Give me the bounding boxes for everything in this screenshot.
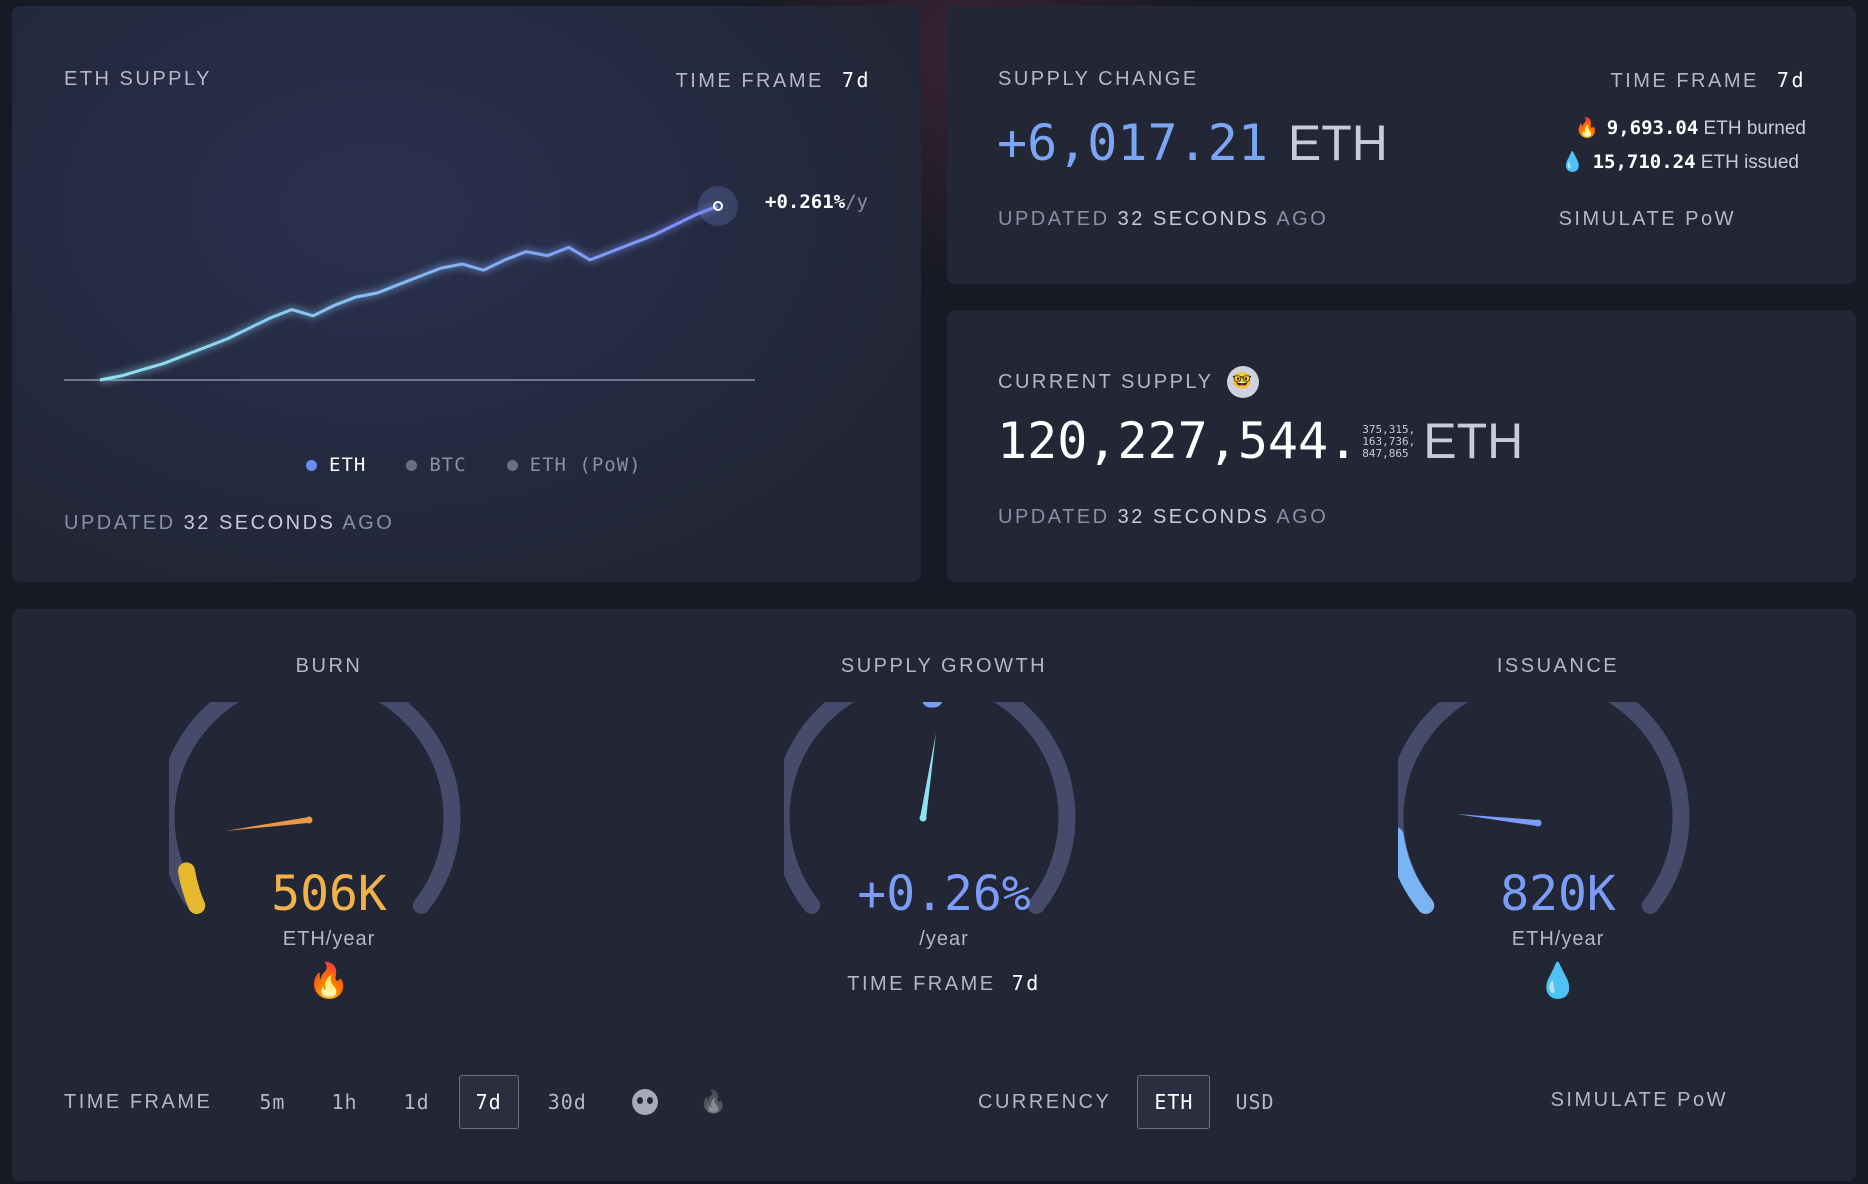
- gauge-fill: [178, 862, 206, 914]
- fire-icon: 🔥: [1575, 118, 1599, 139]
- supply-change-value: +6,017.21 ETH: [997, 114, 1388, 172]
- updated-timestamp: UPDATED 32 SECONDS AGO: [64, 512, 395, 534]
- gauge-fill: [1398, 827, 1435, 914]
- burned-row: 🔥 9,693.04 ETH burned: [1575, 117, 1806, 139]
- time-frame-7d[interactable]: 7d: [458, 1075, 519, 1129]
- legend-dot: [506, 459, 518, 471]
- currency-usd[interactable]: USD: [1235, 1090, 1275, 1114]
- legend-item-eth-pow[interactable]: ETH (PoW): [506, 454, 642, 476]
- simulate-pow-label: SIMULATE PoW: [1550, 1089, 1728, 1111]
- supply-growth-gauge: SUPPLY GROWTH +0.26% /year TIME FRAME 7d: [784, 655, 1104, 996]
- current-supply-panel: CURRENT SUPPLY 🤓 120,227,544. 375,315, 1…: [947, 310, 1856, 582]
- line-end-halo: [698, 186, 738, 226]
- gauge-unit: ETH/year: [282, 928, 376, 950]
- currency-selector: CURRENCY ETH USD: [978, 1075, 1292, 1129]
- panel-title: ETH SUPPLY: [64, 68, 212, 90]
- updated-timestamp: UPDATED 32 SECONDS AGO: [998, 506, 1329, 528]
- fire-icon: 🔥: [307, 962, 351, 1000]
- time-frame-selector: TIME FRAME 5m 1h 1d 7d 30d 🔥: [64, 1075, 727, 1129]
- issuance-gauge: ISSUANCE 820K ETH/year 💧: [1398, 655, 1718, 1001]
- gauge-unit: ETH/year: [1511, 928, 1605, 950]
- updated-timestamp: UPDATED 32 SECONDS AGO: [998, 208, 1329, 230]
- supply-decimals: 375,315, 163,736, 847,865: [1362, 423, 1416, 460]
- eth-series-line: [99, 204, 719, 382]
- gauge-value: 820K: [1500, 866, 1616, 922]
- simulate-pow-label: SIMULATE PoW: [1558, 208, 1736, 230]
- line-end-marker: [713, 201, 723, 211]
- nerd-face-icon: 🤓: [1227, 366, 1260, 398]
- gauge-needle: [920, 733, 936, 819]
- gauges-panel: BURN 506K ETH/year 🔥 SUPPLY GROWTH +0.26…: [12, 609, 1856, 1181]
- current-supply-value: 120,227,544. 375,315, 163,736, 847,865 E…: [997, 412, 1524, 470]
- time-frame-5m[interactable]: 5m: [259, 1090, 286, 1114]
- gauge-unit: /year: [919, 928, 969, 950]
- gauge-needle: [225, 817, 309, 831]
- gauge-value: +0.26%: [857, 866, 1031, 922]
- legend-dot: [306, 459, 317, 471]
- burn-gauge: BURN 506K ETH/year 🔥: [169, 655, 489, 1001]
- gauge-track: [784, 702, 1076, 914]
- gauge-needle: [1456, 814, 1538, 826]
- gauge-track: [169, 702, 461, 914]
- legend-item-eth[interactable]: ETH: [306, 454, 366, 476]
- growth-rate-label: +0.261%/y: [765, 191, 868, 213]
- chart-legend: ETH BTC ETH (PoW): [306, 454, 642, 476]
- droplet-icon: 💧: [1536, 962, 1580, 1000]
- time-frame-indicator: TIME FRAME 7d: [847, 971, 1041, 995]
- gauge-needle-hub: [1534, 819, 1542, 827]
- gauge-needle-hub: [305, 816, 313, 824]
- gauge-title: SUPPLY GROWTH: [840, 655, 1048, 677]
- time-frame-30d[interactable]: 30d: [547, 1090, 587, 1114]
- gauge-needle-hub: [919, 814, 927, 822]
- droplet-icon: 💧: [1560, 152, 1585, 173]
- time-frame-indicator: TIME FRAME 7d: [1610, 68, 1806, 92]
- time-frame-1d[interactable]: 1d: [403, 1090, 430, 1114]
- currency-eth[interactable]: ETH: [1137, 1075, 1211, 1129]
- gauge-title: BURN: [295, 655, 363, 677]
- eth-supply-panel: ETH SUPPLY TIME FRAME 7d +0.261%/y ETH: [12, 6, 921, 582]
- supply-line-chart: [64, 186, 755, 382]
- panel-title: SUPPLY CHANGE: [998, 68, 1199, 90]
- burn-gauge-dial: [169, 702, 461, 914]
- issued-row: 💧 15,710.24 ETH issued: [1560, 151, 1799, 173]
- gauge-title: ISSUANCE: [1496, 655, 1620, 677]
- supply-change-panel: SUPPLY CHANGE TIME FRAME 7d +6,017.21 ET…: [947, 6, 1856, 284]
- flame-merge-icon[interactable]: 🔥: [699, 1089, 728, 1114]
- time-frame-indicator: TIME FRAME 7d: [675, 68, 871, 92]
- panel-title-row: CURRENT SUPPLY 🤓: [998, 366, 1260, 398]
- supply-growth-gauge-dial: [784, 702, 1076, 914]
- time-frame-1h[interactable]: 1h: [331, 1090, 358, 1114]
- legend-item-btc[interactable]: BTC: [406, 454, 466, 476]
- panda-icon[interactable]: [631, 1089, 658, 1115]
- legend-dot: [406, 459, 418, 471]
- issuance-gauge-dial: [1398, 702, 1690, 914]
- gauge-value: 506K: [271, 866, 387, 922]
- gauge-track: [1398, 702, 1690, 914]
